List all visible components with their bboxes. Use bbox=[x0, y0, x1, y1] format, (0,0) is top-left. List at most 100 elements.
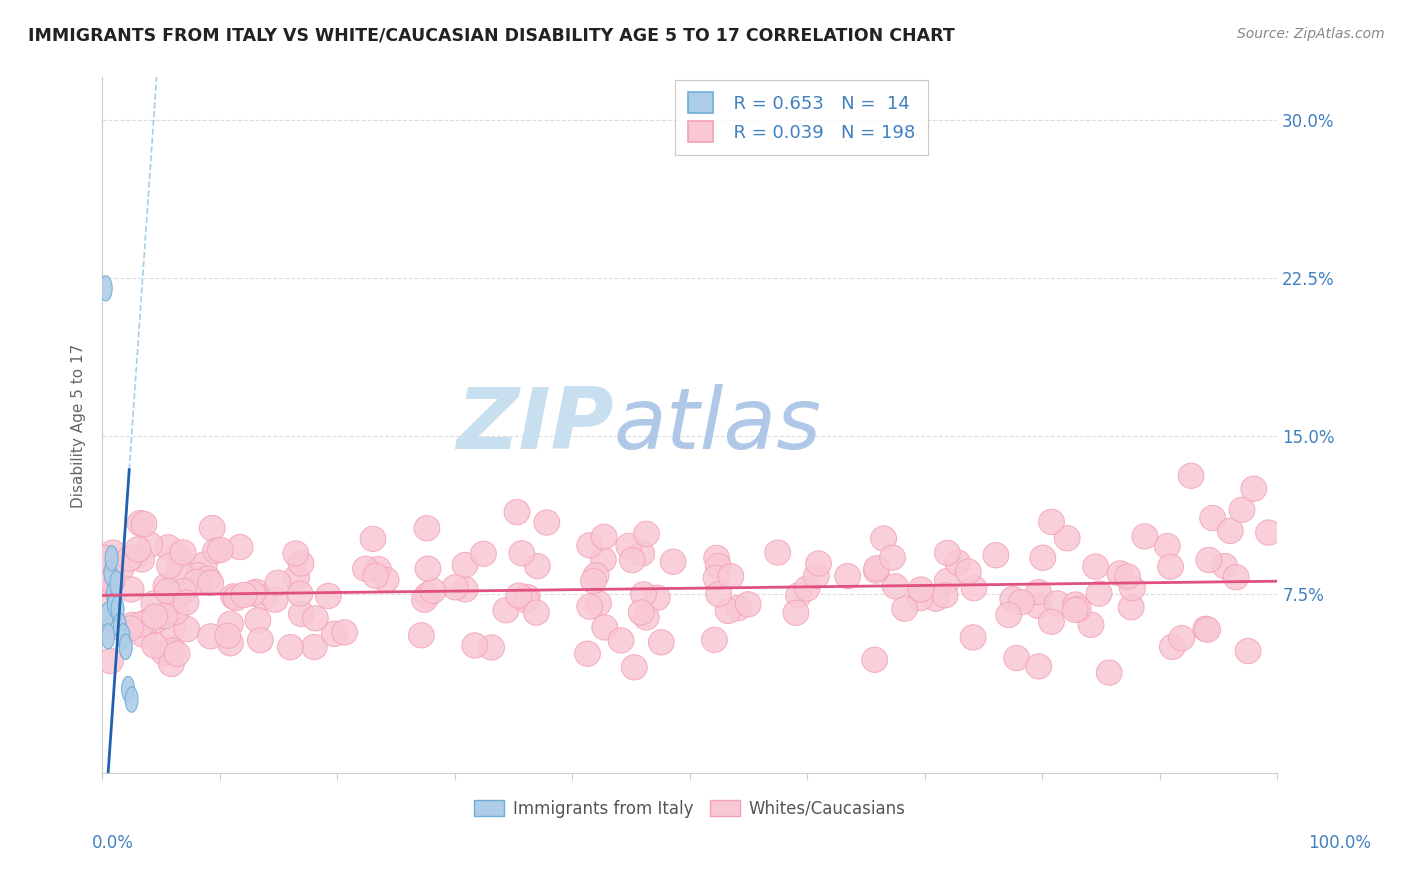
Ellipse shape bbox=[224, 585, 249, 611]
Ellipse shape bbox=[100, 540, 127, 566]
Ellipse shape bbox=[1160, 634, 1185, 659]
Ellipse shape bbox=[1078, 612, 1104, 638]
Legend: Immigrants from Italy, Whites/Caucasians: Immigrants from Italy, Whites/Caucasians bbox=[468, 793, 911, 824]
Ellipse shape bbox=[250, 585, 276, 610]
Ellipse shape bbox=[1241, 476, 1267, 501]
Ellipse shape bbox=[218, 611, 243, 637]
Ellipse shape bbox=[408, 623, 434, 648]
Ellipse shape bbox=[619, 548, 645, 573]
Ellipse shape bbox=[716, 599, 741, 624]
Ellipse shape bbox=[163, 599, 188, 624]
Ellipse shape bbox=[513, 588, 538, 613]
Ellipse shape bbox=[198, 570, 224, 596]
Ellipse shape bbox=[1039, 609, 1064, 634]
Ellipse shape bbox=[862, 647, 887, 673]
Ellipse shape bbox=[125, 537, 150, 562]
Ellipse shape bbox=[264, 570, 291, 596]
Ellipse shape bbox=[586, 591, 612, 616]
Ellipse shape bbox=[630, 582, 657, 607]
Ellipse shape bbox=[591, 547, 616, 573]
Ellipse shape bbox=[93, 545, 118, 571]
Ellipse shape bbox=[142, 604, 167, 629]
Ellipse shape bbox=[1118, 595, 1144, 620]
Ellipse shape bbox=[167, 559, 193, 585]
Ellipse shape bbox=[360, 526, 385, 551]
Ellipse shape bbox=[118, 577, 143, 602]
Ellipse shape bbox=[443, 574, 468, 600]
Ellipse shape bbox=[524, 553, 550, 579]
Ellipse shape bbox=[127, 510, 153, 536]
Ellipse shape bbox=[104, 560, 117, 586]
Ellipse shape bbox=[883, 574, 908, 599]
Ellipse shape bbox=[143, 607, 169, 632]
Ellipse shape bbox=[240, 581, 266, 606]
Ellipse shape bbox=[1256, 520, 1281, 545]
Ellipse shape bbox=[891, 596, 918, 622]
Ellipse shape bbox=[231, 582, 257, 607]
Ellipse shape bbox=[125, 687, 138, 713]
Ellipse shape bbox=[1115, 564, 1140, 590]
Ellipse shape bbox=[704, 545, 730, 571]
Ellipse shape bbox=[471, 541, 496, 566]
Ellipse shape bbox=[935, 541, 960, 566]
Ellipse shape bbox=[277, 634, 304, 660]
Ellipse shape bbox=[1234, 639, 1261, 664]
Ellipse shape bbox=[935, 568, 960, 594]
Ellipse shape bbox=[956, 559, 981, 584]
Ellipse shape bbox=[1218, 518, 1243, 543]
Ellipse shape bbox=[706, 553, 731, 579]
Ellipse shape bbox=[122, 545, 148, 570]
Ellipse shape bbox=[628, 541, 655, 566]
Ellipse shape bbox=[1192, 616, 1219, 641]
Ellipse shape bbox=[101, 615, 128, 640]
Ellipse shape bbox=[136, 533, 163, 558]
Ellipse shape bbox=[100, 566, 125, 591]
Ellipse shape bbox=[121, 676, 135, 702]
Ellipse shape bbox=[332, 620, 357, 645]
Ellipse shape bbox=[228, 534, 253, 560]
Ellipse shape bbox=[262, 587, 288, 612]
Ellipse shape bbox=[634, 521, 659, 547]
Ellipse shape bbox=[159, 651, 184, 676]
Ellipse shape bbox=[880, 545, 905, 570]
Ellipse shape bbox=[1178, 463, 1204, 489]
Ellipse shape bbox=[322, 621, 347, 647]
Ellipse shape bbox=[922, 586, 949, 611]
Ellipse shape bbox=[506, 582, 531, 608]
Ellipse shape bbox=[644, 585, 671, 610]
Ellipse shape bbox=[160, 638, 186, 663]
Ellipse shape bbox=[794, 576, 820, 601]
Ellipse shape bbox=[661, 549, 686, 574]
Ellipse shape bbox=[1008, 590, 1035, 615]
Ellipse shape bbox=[591, 524, 617, 549]
Ellipse shape bbox=[107, 592, 121, 617]
Ellipse shape bbox=[960, 624, 986, 650]
Ellipse shape bbox=[1087, 581, 1112, 607]
Text: Source: ZipAtlas.com: Source: ZipAtlas.com bbox=[1237, 27, 1385, 41]
Ellipse shape bbox=[806, 551, 831, 576]
Ellipse shape bbox=[208, 537, 233, 563]
Ellipse shape bbox=[413, 516, 440, 541]
Ellipse shape bbox=[1083, 554, 1108, 579]
Ellipse shape bbox=[170, 540, 195, 565]
Ellipse shape bbox=[583, 563, 609, 588]
Ellipse shape bbox=[284, 565, 309, 590]
Ellipse shape bbox=[609, 628, 634, 653]
Ellipse shape bbox=[1054, 525, 1080, 551]
Ellipse shape bbox=[120, 612, 145, 638]
Ellipse shape bbox=[863, 556, 890, 581]
Ellipse shape bbox=[191, 552, 217, 577]
Text: atlas: atlas bbox=[613, 384, 821, 467]
Ellipse shape bbox=[523, 600, 550, 625]
Ellipse shape bbox=[718, 564, 744, 589]
Ellipse shape bbox=[156, 553, 183, 578]
Ellipse shape bbox=[114, 613, 127, 639]
Ellipse shape bbox=[315, 583, 342, 608]
Ellipse shape bbox=[1097, 660, 1122, 685]
Ellipse shape bbox=[120, 634, 132, 659]
Ellipse shape bbox=[288, 551, 314, 576]
Ellipse shape bbox=[353, 557, 378, 582]
Ellipse shape bbox=[412, 587, 437, 613]
Ellipse shape bbox=[1045, 591, 1070, 616]
Ellipse shape bbox=[863, 558, 889, 583]
